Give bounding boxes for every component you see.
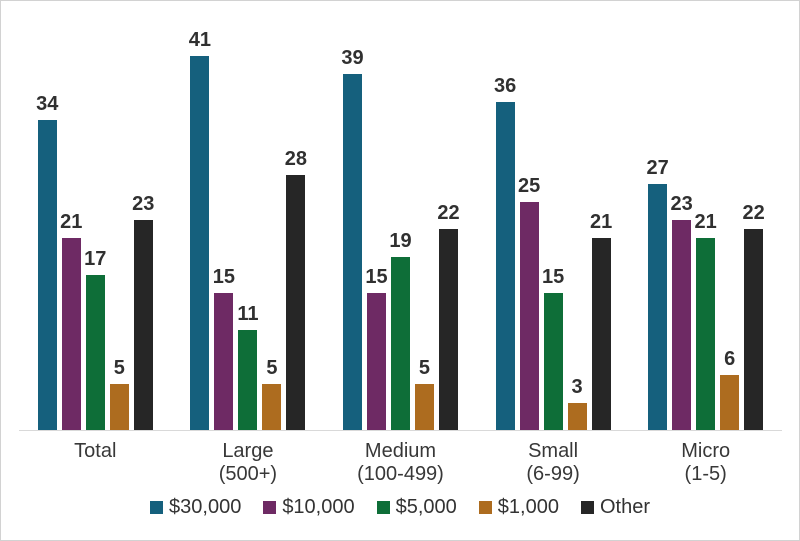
- bar-value-label: 21: [589, 211, 613, 233]
- legend-label: $10,000: [282, 496, 355, 518]
- bar: 15: [542, 267, 564, 430]
- bar-value-label: 5: [266, 357, 278, 379]
- legend-swatch-icon: [150, 500, 164, 514]
- legend: $30,000 $10,000 $5,000 $1,000 Other: [1, 497, 799, 517]
- bar-value-label: 34: [36, 93, 59, 115]
- category-label: Large (500+): [218, 440, 278, 485]
- category-label: Micro (1-5): [681, 440, 731, 485]
- bar: 34: [36, 94, 58, 430]
- bar-value-label: 23: [132, 193, 155, 215]
- bar: 19: [389, 231, 412, 430]
- bar-value-label: 22: [437, 202, 460, 224]
- bar-group: 34 21 17 5 23: [19, 1, 172, 430]
- bar: 17: [84, 249, 106, 430]
- legend-item: $1,000: [478, 496, 559, 518]
- bar-value-label: 21: [60, 211, 83, 233]
- bar: 6: [720, 349, 740, 430]
- bar-value-label: 25: [517, 175, 541, 197]
- legend-item: Other: [580, 496, 650, 518]
- bar-value-label: 6: [724, 348, 736, 370]
- bar-value-label: 39: [341, 47, 364, 69]
- legend-item: $10,000: [263, 496, 355, 518]
- bar: 28: [285, 149, 307, 430]
- bar-value-label: 27: [646, 157, 669, 179]
- bar: 21: [695, 212, 717, 430]
- bar: 41: [189, 30, 211, 430]
- bar: 23: [671, 194, 693, 430]
- bar: 36: [494, 76, 516, 430]
- legend-label: Other: [599, 496, 650, 518]
- bar-value-label: 15: [212, 266, 236, 288]
- category-label: Medium (100-499): [357, 440, 444, 485]
- bar-value-label: 21: [694, 211, 717, 233]
- bar: 15: [213, 267, 235, 430]
- bar: 21: [590, 212, 612, 430]
- legend-label: $30,000: [169, 496, 242, 518]
- legend-swatch-icon: [580, 500, 594, 514]
- legend-label: $5,000: [395, 496, 457, 518]
- category-label: Small (6-99): [526, 440, 580, 485]
- bar-value-label: 19: [389, 230, 412, 252]
- bar-value-label: 23: [670, 193, 693, 215]
- legend-swatch-icon: [263, 500, 277, 514]
- legend-swatch-icon: [376, 500, 390, 514]
- category-labels: Total Large (500+) Medium (100-499) Small (…: [19, 440, 782, 486]
- bar: 25: [518, 176, 540, 430]
- legend-item: $30,000: [150, 497, 241, 517]
- bar-value-label: 5: [113, 357, 125, 379]
- bar-value-label: 36: [493, 75, 517, 97]
- bar-value-label: 11: [237, 303, 259, 325]
- bar-value-label: 17: [84, 248, 107, 270]
- bar-group: 41 15 11 5 28: [172, 1, 325, 430]
- bar-group: 27 23 21 6 22: [629, 1, 782, 430]
- legend-label: $1,000: [497, 496, 559, 518]
- bar: 5: [414, 358, 434, 430]
- bar-group: 36 25 15 3 21: [477, 1, 630, 430]
- bar-value-label: 15: [365, 266, 388, 288]
- bar: 27: [647, 158, 669, 430]
- bar-value-label: 41: [188, 29, 212, 51]
- bar: 15: [365, 267, 388, 430]
- bar: 5: [109, 358, 129, 430]
- bar-value-label: 22: [742, 202, 765, 224]
- legend-swatch-icon: [478, 500, 492, 514]
- legend-item: $5,000: [376, 496, 457, 518]
- bar: 21: [60, 212, 82, 430]
- bar: 39: [341, 48, 364, 430]
- bar-value-label: 5: [418, 357, 431, 379]
- bar: 22: [437, 203, 460, 430]
- bar-group: 39 15 19 5 22: [324, 1, 477, 430]
- bar-value-label: 15: [541, 266, 565, 288]
- bar: 22: [743, 203, 765, 430]
- category-label: Total: [74, 440, 117, 462]
- plot-area: 34 21 17 5 23 41 15 11 5 28 39 15 19 5 22 36 25 15 3 21 27 23…: [19, 1, 782, 431]
- bar-value-label: 3: [571, 376, 583, 398]
- bar-value-label: 28: [284, 148, 308, 170]
- bar: 23: [132, 194, 154, 430]
- bar: 5: [262, 358, 282, 430]
- bar: 3: [567, 377, 587, 430]
- bar: 11: [237, 304, 258, 430]
